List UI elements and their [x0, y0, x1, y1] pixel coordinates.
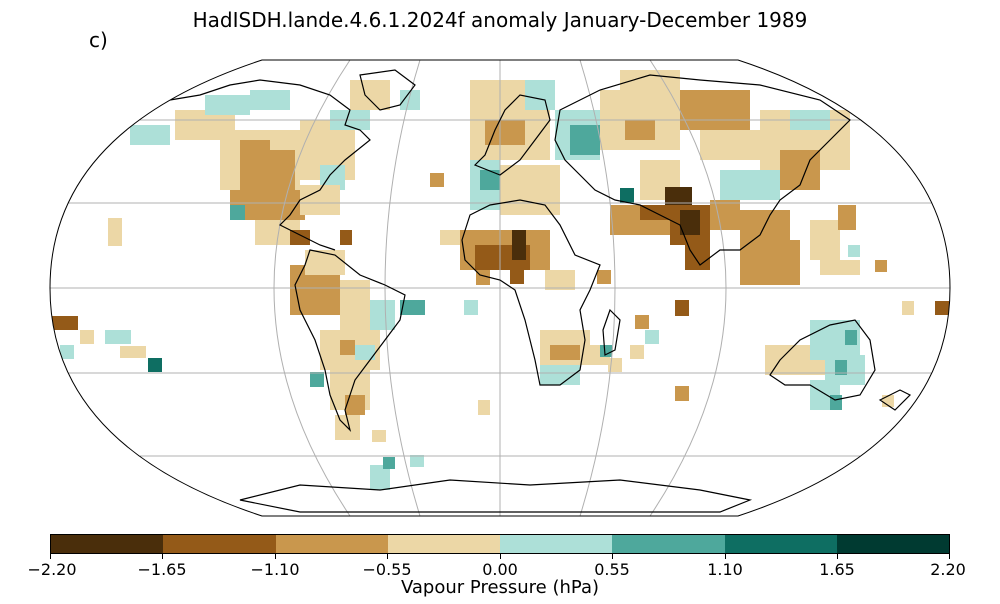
- colorbar-tick-label: −2.20: [27, 560, 77, 579]
- colorbar-segment-2: [275, 535, 388, 553]
- graticule: [50, 60, 950, 516]
- colorbar-segment-7: [836, 535, 949, 553]
- colorbar-tick-label: 1.65: [819, 560, 855, 579]
- colorbar-ticks: [50, 554, 950, 562]
- colorbar-tick-label: −0.55: [362, 560, 412, 579]
- colorbar-tick: [500, 554, 501, 559]
- colorbar-segment-4: [500, 535, 613, 553]
- colorbar-tick-label: −1.10: [250, 560, 300, 579]
- colorbar-tick-label: 1.10: [707, 560, 743, 579]
- colorbar-tick-label: −1.65: [137, 560, 187, 579]
- colorbar-segment-6: [724, 535, 837, 553]
- colorbar: [50, 534, 950, 554]
- map-outline: [49, 59, 951, 517]
- colorbar-tick-label: 0.55: [594, 560, 630, 579]
- colorbar-tick: [162, 554, 163, 559]
- colorbar-tick: [50, 554, 51, 559]
- colorbar-segment-1: [163, 535, 276, 553]
- colorbar-segment-0: [51, 535, 164, 553]
- colorbar-tick: [387, 554, 388, 559]
- colorbar-segment-3: [387, 535, 500, 553]
- colorbar-label: Vapour Pressure (hPa): [400, 577, 600, 598]
- map-title: HadISDH.lande.4.6.1.2024f anomaly Januar…: [192, 8, 808, 32]
- colorbar-tick: [949, 554, 950, 559]
- panel-label: c): [89, 28, 108, 52]
- colorbar-tick: [837, 554, 838, 559]
- colorbar-tick: [612, 554, 613, 559]
- colorbar-tick-label: 0.00: [482, 560, 518, 579]
- colorbar-segment-5: [612, 535, 725, 553]
- coastlines: [169, 69, 912, 513]
- colorbar-tick-label: 2.20: [930, 560, 966, 579]
- colorbar-tick: [725, 554, 726, 559]
- colorbar-tick: [275, 554, 276, 559]
